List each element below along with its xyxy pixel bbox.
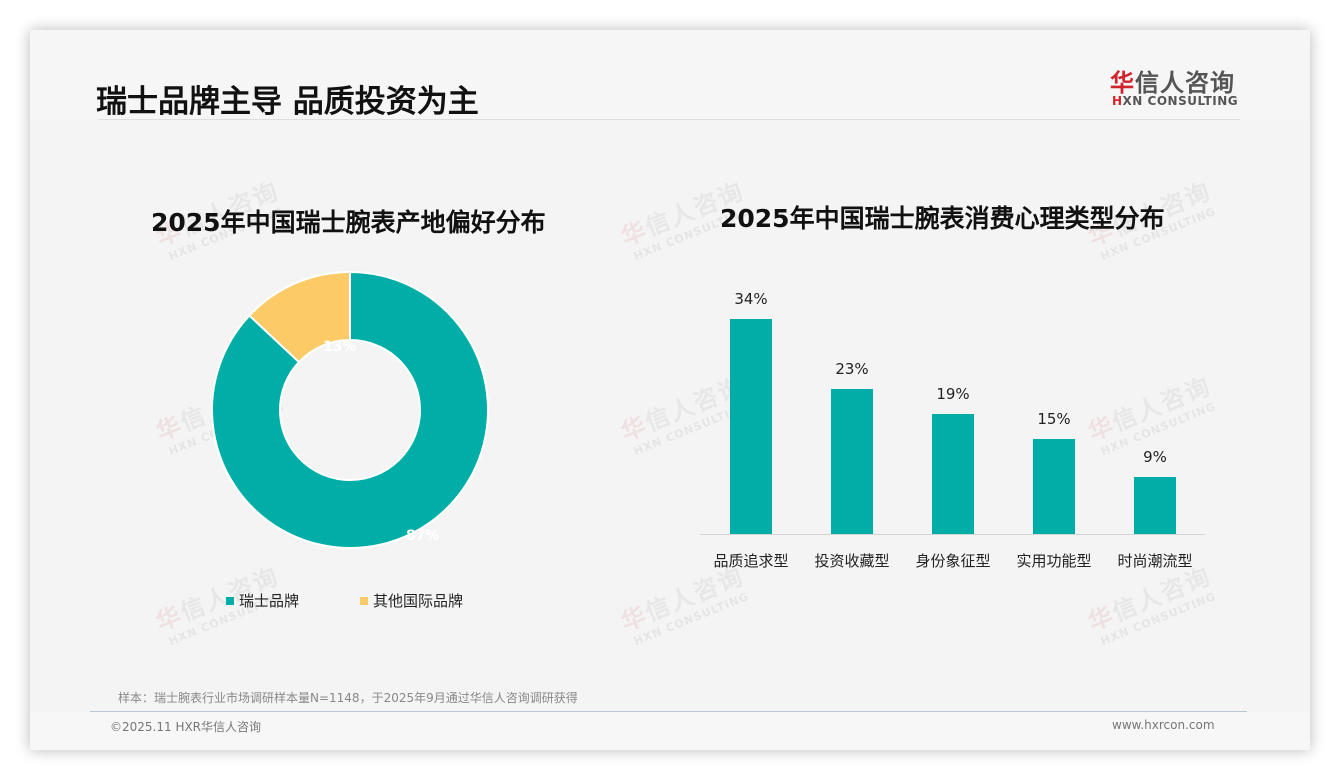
- donut-label-other: 13%: [323, 339, 357, 355]
- slide: 华信人咨询 HXN CONSULTING 华信人咨询 HXN CONSULTIN…: [30, 30, 1310, 750]
- footer-band: [30, 712, 1310, 750]
- bar-category-label: 时尚潮流型: [1117, 552, 1193, 570]
- legend-label: 瑞士品牌: [239, 592, 300, 610]
- bar-category-label: 实用功能型: [1016, 552, 1092, 570]
- footer-divider: [90, 711, 1247, 712]
- sample-note: 样本：瑞士腕表行业市场调研样本量N=1148，于2025年9月通过华信人咨询调研…: [118, 691, 578, 705]
- donut-chart-title: 2025年中国瑞士腕表产地偏好分布: [151, 208, 546, 237]
- bar-value-label: 23%: [835, 360, 869, 378]
- x-axis-line: [700, 534, 1205, 535]
- bar-quality[interactable]: [730, 319, 772, 534]
- legend-label: 其他国际品牌: [373, 592, 464, 610]
- donut-chart: 87% 13%: [210, 270, 490, 550]
- legend-item-swiss: 瑞士品牌: [226, 590, 299, 611]
- website-link[interactable]: www.hxrcon.com: [1112, 718, 1215, 732]
- logo-en-text: HXN CONSULTING: [1112, 94, 1239, 108]
- company-logo: 华信人咨询 HXN CONSULTING: [1110, 63, 1242, 113]
- page-title: 瑞士品牌主导 品质投资为主: [96, 84, 479, 120]
- bar-fashion[interactable]: [1134, 477, 1176, 534]
- donut-slice-swiss[interactable]: [211, 270, 489, 549]
- bar-category-label: 投资收藏型: [814, 552, 890, 570]
- legend-swatch-teal: [226, 596, 234, 605]
- legend-item-other: 其他国际品牌: [360, 590, 463, 611]
- bar-value-label: 34%: [734, 290, 768, 308]
- bar-category-label: 身份象征型: [915, 552, 991, 570]
- bar-category-label: 品质追求型: [713, 552, 789, 570]
- donut-svg: [211, 270, 489, 549]
- bar-value-label: 15%: [1037, 410, 1071, 428]
- watermark: 华信人咨询 HXN CONSULTING: [1084, 371, 1218, 459]
- donut-slice-other[interactable]: [247, 270, 351, 364]
- bar-investment[interactable]: [831, 389, 873, 534]
- header-divider: [98, 119, 1240, 120]
- header-band: [30, 30, 1310, 120]
- bar-chart-title: 2025年中国瑞士腕表消费心理类型分布: [720, 204, 1165, 233]
- donut-label-swiss: 87%: [406, 528, 440, 544]
- bar-status[interactable]: [932, 414, 974, 534]
- bar-value-label: 19%: [936, 385, 970, 403]
- bar-value-label: 9%: [1143, 448, 1167, 466]
- legend-swatch-yellow: [360, 596, 368, 605]
- logo-cn-text: 华信人咨询: [1110, 69, 1235, 97]
- copyright-text: ©2025.11 HXR华信人咨询: [110, 720, 262, 734]
- bar-practical[interactable]: [1033, 439, 1075, 534]
